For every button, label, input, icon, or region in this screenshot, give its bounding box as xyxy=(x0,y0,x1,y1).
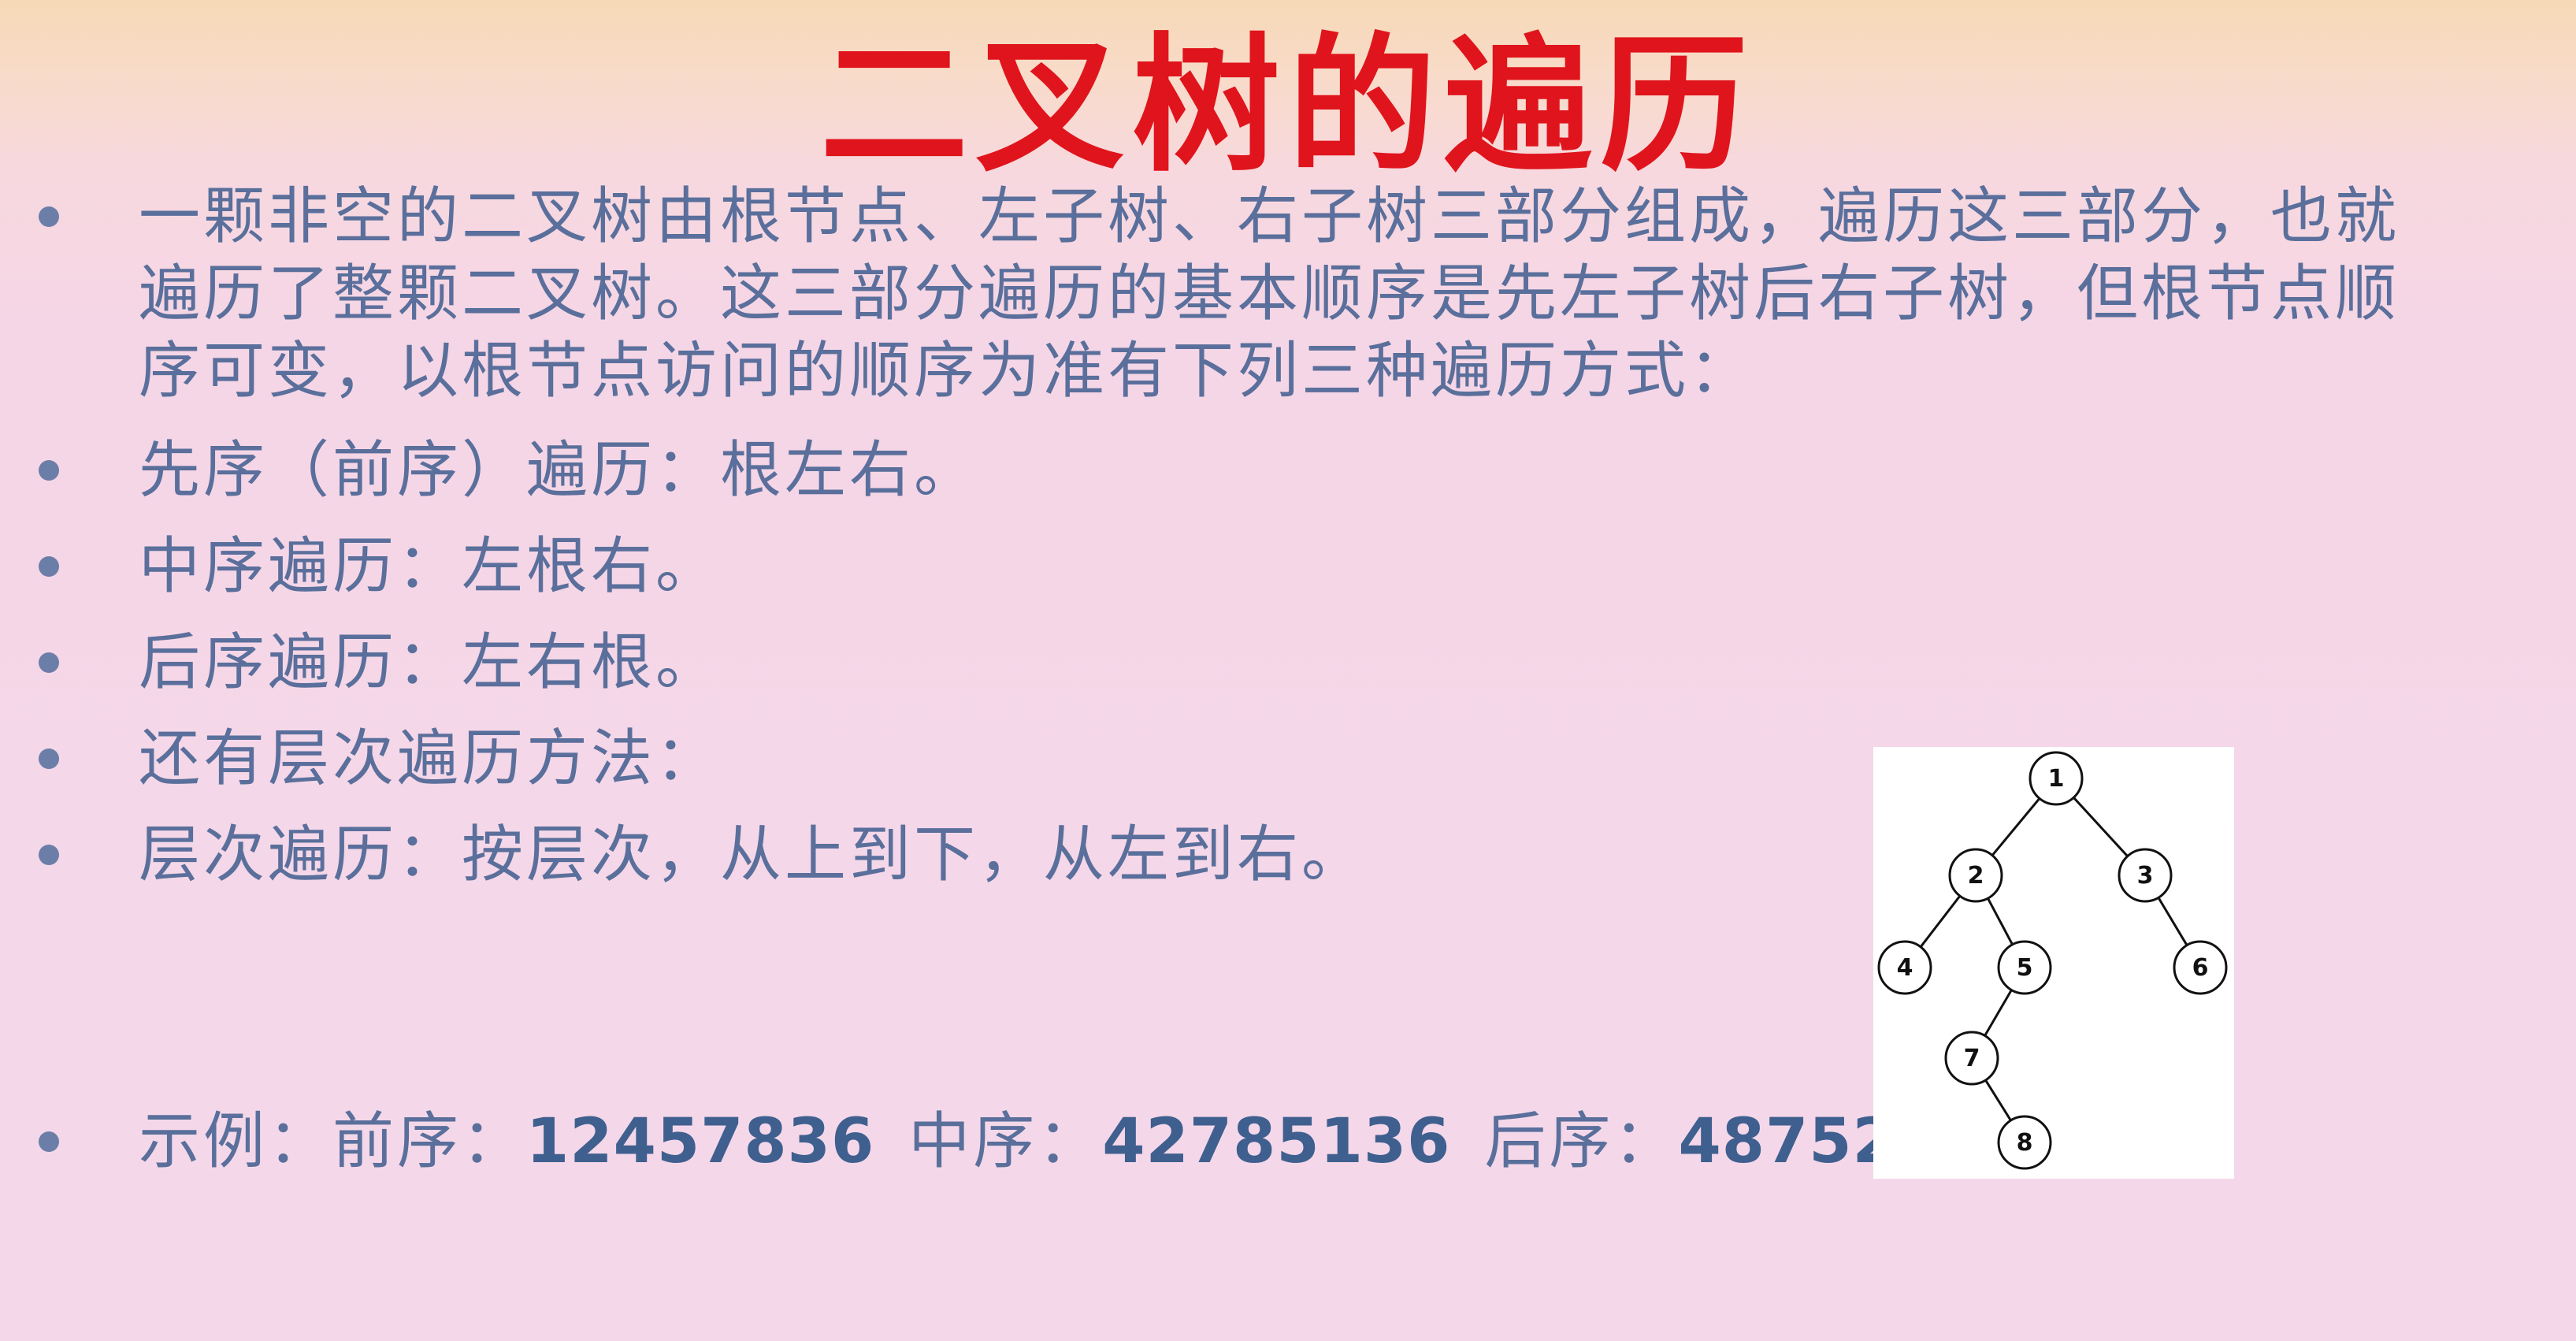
bullet-dot xyxy=(39,749,59,769)
bullet-dot xyxy=(39,845,59,865)
inorder-label: 中序： xyxy=(908,1106,1103,1177)
binary-tree-diagram: 1 2 3 4 5 6 7 8 xyxy=(1873,747,2234,1179)
bullet-dot xyxy=(39,652,59,673)
tree-edge-1-3 xyxy=(2073,797,2129,857)
example-label: 示例： xyxy=(139,1106,333,1177)
level-intro-text: 还有层次遍历方法： xyxy=(139,723,721,794)
spacer xyxy=(874,1106,908,1177)
tree-node-7 xyxy=(1944,1031,1999,1086)
tree-edge-2-4 xyxy=(1919,895,1962,948)
tree-node-label-1: 1 xyxy=(2048,765,2065,793)
tree-node-label-7: 7 xyxy=(1964,1045,1980,1072)
bullet-dot xyxy=(39,206,59,227)
preorder-label: 前序： xyxy=(332,1106,527,1177)
tree-node-label-8: 8 xyxy=(2017,1129,2033,1157)
intro-line-1: 一颗非空的二叉树由根节点、左子树、右子树三部分组成，遍历这三部分，也就 xyxy=(139,181,2400,252)
tree-edge-5-7 xyxy=(1984,989,2013,1037)
tree-node-label-5: 5 xyxy=(2017,954,2033,982)
tree-node-label-2: 2 xyxy=(1968,862,1984,890)
tree-node-8 xyxy=(1997,1115,2052,1170)
tree-node-label-3: 3 xyxy=(2137,862,2154,890)
tree-edge-7-8 xyxy=(1984,1079,2012,1121)
tree-node-2 xyxy=(1948,848,2003,903)
spacer xyxy=(1450,1106,1484,1177)
binary-tree-svg: 1 2 3 4 5 6 7 8 xyxy=(1877,751,2228,1170)
intro-line-2: 遍历了整颗二叉树。这三部分遍历的基本顺序是先左子树后右子树，但根节点顺 xyxy=(139,258,2400,329)
tree-node-label-4: 4 xyxy=(1897,954,1913,982)
tree-node-6 xyxy=(2173,940,2228,995)
tree-edge-2-5 xyxy=(1987,897,2014,945)
inorder-text: 中序遍历：左根右。 xyxy=(139,531,721,602)
tree-node-label-6: 6 xyxy=(2192,954,2209,982)
intro-line-3: 序可变，以根节点访问的顺序为准有下列三种遍历方式： xyxy=(139,336,1754,407)
postorder-text: 后序遍历：左右根。 xyxy=(139,627,721,698)
tree-node-4 xyxy=(1877,940,1932,995)
slide-title: 二叉树的遍历 xyxy=(820,20,1756,192)
inorder-value: 42785136 xyxy=(1102,1106,1451,1177)
tree-edge-1-2 xyxy=(1991,797,2041,856)
tree-node-1 xyxy=(2029,751,2084,806)
postorder-label: 后序： xyxy=(1484,1106,1679,1177)
bullet-dot xyxy=(39,556,59,577)
tree-edge-3-6 xyxy=(2157,897,2188,946)
preorder-value: 12457836 xyxy=(526,1106,875,1177)
tree-node-5 xyxy=(1997,940,2052,995)
bullet-dot xyxy=(39,460,59,481)
example-line: 示例：前序：12457836 中序：42785136 后序：48752631 xyxy=(139,1103,2027,1180)
bullet-dot xyxy=(39,1131,59,1152)
tree-node-3 xyxy=(2118,848,2173,903)
preorder-text: 先序（前序）遍历：根左右。 xyxy=(139,435,979,506)
level-text: 层次遍历：按层次，从上到下，从左到右。 xyxy=(139,819,1367,890)
